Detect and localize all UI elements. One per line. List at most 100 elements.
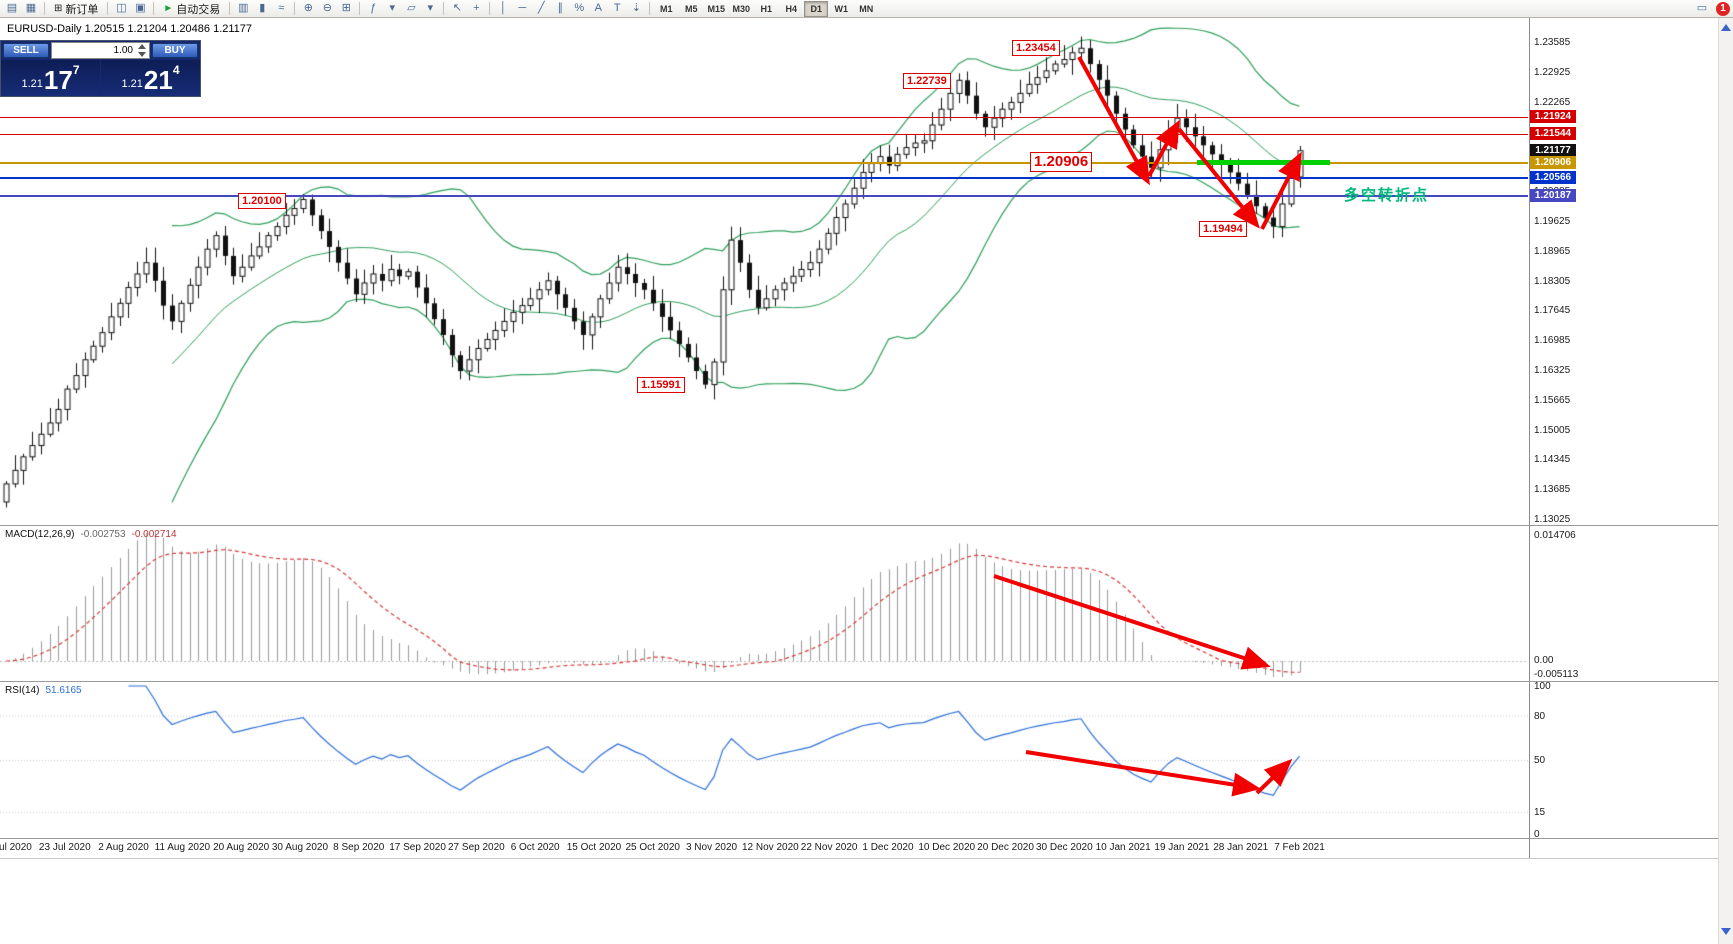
price-flag-1.20100[interactable]: 1.20100 (238, 193, 286, 209)
scroll-down-icon[interactable] (1721, 928, 1731, 935)
timeframe-button-M1[interactable]: M1 (660, 3, 673, 14)
right-scrollbar[interactable] (1718, 0, 1733, 944)
scroll-up-icon[interactable] (1721, 24, 1731, 31)
autotrading-button[interactable]: ► 自动交易 (163, 3, 221, 16)
vertical-line-icon[interactable]: │ (499, 2, 507, 14)
volume-up-icon[interactable] (138, 44, 146, 49)
timeframe-button-D1[interactable]: D1 (804, 0, 829, 17)
time-axis-label: 15 Oct 2020 (566, 842, 622, 853)
price-flag-1.23454[interactable]: 1.23454 (1012, 40, 1060, 56)
time-axis-label: 17 Sep 2020 (389, 842, 446, 853)
toolbar-separator (489, 2, 491, 15)
panel-separator[interactable] (0, 681, 1719, 682)
price-axis[interactable]: 1.235851.229251.222651.216051.209451.202… (1529, 18, 1719, 858)
price-tag-1.21177: 1.21177 (1530, 143, 1576, 157)
timeframe-button-H1[interactable]: H1 (760, 3, 773, 14)
grid-icon[interactable]: ⊞ (341, 2, 351, 14)
timeframe-button-M15[interactable]: M15 (707, 3, 726, 14)
timeframe-button-M5[interactable]: M5 (685, 3, 698, 14)
buy-button[interactable]: BUY (152, 43, 198, 58)
time-axis-label: 20 Aug 2020 (213, 842, 270, 853)
window-tile-icon[interactable]: ▭ (1696, 2, 1708, 14)
price-axis-label: 1.17645 (1534, 305, 1571, 317)
macd-signal-value: -0.002714 (131, 529, 177, 540)
sell-price-sup: 7 (72, 63, 80, 77)
fibonacci-icon[interactable]: % (574, 2, 585, 14)
pivot-highlight-line[interactable] (1197, 160, 1330, 165)
time-axis-label: 8 Sep 2020 (333, 842, 385, 853)
sell-price-big: 17 (43, 65, 73, 95)
volume-spinner[interactable] (136, 43, 148, 58)
price-tag-1.21924: 1.21924 (1530, 110, 1576, 124)
price-flag-1.19494[interactable]: 1.19494 (1199, 221, 1247, 237)
templates-icon[interactable]: ▱ (407, 2, 416, 14)
zoom-in-icon[interactable]: ⊕ (303, 2, 313, 14)
timeframe-button-W1[interactable]: W1 (834, 3, 849, 14)
price-flag-1.15991[interactable]: 1.15991 (637, 377, 685, 393)
price-tag-1.20566: 1.20566 (1530, 171, 1576, 185)
time-axis-label: 12 Nov 2020 (741, 842, 799, 853)
candlestick-chart-type-icon[interactable]: ▮ (259, 2, 266, 14)
new-chart-icon[interactable]: ▤ (6, 2, 18, 14)
macd-axis-label: -0.005113 (1534, 669, 1579, 680)
horizontal-line-icon[interactable]: ─ (518, 2, 527, 14)
indicators-dropdown-icon[interactable]: ▾ (389, 2, 396, 14)
time-axis-label: 22 Nov 2020 (800, 842, 858, 853)
price-axis-label: 1.16985 (1534, 335, 1571, 347)
new-order-button[interactable]: ⊞ 新订单 (54, 3, 99, 16)
price-axis-label: 1.22265 (1534, 96, 1571, 108)
arrows-object-icon[interactable]: ⇣ (631, 2, 641, 14)
price-axis-label: 1.13685 (1534, 484, 1571, 496)
sell-price[interactable]: 1.21 17 7 (1, 60, 100, 96)
chart-window-icon[interactable]: ◫ (116, 2, 127, 14)
toolbar-separator (294, 2, 296, 15)
macd-main-value: -0.002753 (80, 529, 126, 540)
strategy-tester-icon[interactable]: ▣ (135, 2, 146, 14)
text-label-icon[interactable]: T (613, 2, 621, 14)
timeframe-button-MN[interactable]: MN (859, 3, 874, 14)
time-axis-label: 10 Jan 2021 (1095, 842, 1151, 853)
price-axis-label: 1.18965 (1534, 245, 1571, 257)
price-tag-1.20187: 1.20187 (1530, 188, 1576, 202)
zoom-out-icon[interactable]: ⊖ (322, 2, 332, 14)
macd-axis-label: 0.014706 (1534, 530, 1576, 541)
templates-dropdown-icon[interactable]: ▾ (427, 2, 434, 14)
toolbar-separator (229, 2, 231, 15)
price-chart-canvas[interactable] (0, 18, 1528, 525)
timeframe-button-H4[interactable]: H4 (785, 3, 798, 14)
price-flag-1.20906[interactable]: 1.20906 (1030, 152, 1093, 172)
cursor-icon[interactable]: ↖ (452, 2, 462, 14)
volume-stepper[interactable] (51, 42, 150, 59)
time-axis-label: 2 Aug 2020 (98, 842, 149, 853)
price-flag-1.22739[interactable]: 1.22739 (903, 73, 951, 89)
equidistant-channel-icon[interactable]: ∥ (557, 2, 564, 14)
time-axis[interactable]: 14 Jul 2020 23 Jul 2020 2 Aug 2020 11 Aug 2… (0, 839, 1719, 857)
toolbar-separator (153, 2, 155, 15)
time-axis-label: 25 Oct 2020 (625, 842, 680, 853)
bar-chart-type-icon[interactable]: ▥ (238, 2, 249, 14)
time-axis-label: 23 Jul 2020 (38, 842, 91, 853)
indicators-icon[interactable]: ƒ (370, 2, 377, 14)
rsi-axis-label: 80 (1534, 710, 1546, 722)
crosshair-icon[interactable]: + (473, 2, 480, 14)
notification-badge[interactable]: 1 (1716, 2, 1730, 16)
profiles-icon[interactable]: ▦ (25, 2, 37, 14)
time-axis-label: 20 Dec 2020 (977, 842, 1034, 853)
panel-separator[interactable] (0, 525, 1719, 526)
time-axis-label: 30 Dec 2020 (1035, 842, 1093, 853)
timeframe-button-M30[interactable]: M30 (732, 3, 751, 14)
macd-label: MACD(12,26,9) -0.002753 -0.002714 (5, 529, 177, 540)
trendline-icon[interactable]: ╱ (537, 2, 545, 14)
volume-down-icon[interactable] (138, 52, 146, 57)
buy-price[interactable]: 1.21 21 4 (101, 60, 200, 96)
rsi-panel-canvas[interactable] (0, 682, 1528, 838)
sell-price-prefix: 1.21 (21, 78, 43, 90)
sell-button[interactable]: SELL (3, 43, 49, 58)
text-icon[interactable]: A (594, 2, 602, 14)
rsi-axis-label: 50 (1534, 755, 1546, 766)
volume-input[interactable] (52, 43, 149, 58)
time-axis-label: 6 Oct 2020 (510, 842, 560, 853)
line-chart-type-icon[interactable]: ≈ (278, 2, 285, 14)
macd-panel-canvas[interactable] (0, 526, 1528, 681)
turning-point-label[interactable]: 多空转折点 (1344, 187, 1430, 204)
